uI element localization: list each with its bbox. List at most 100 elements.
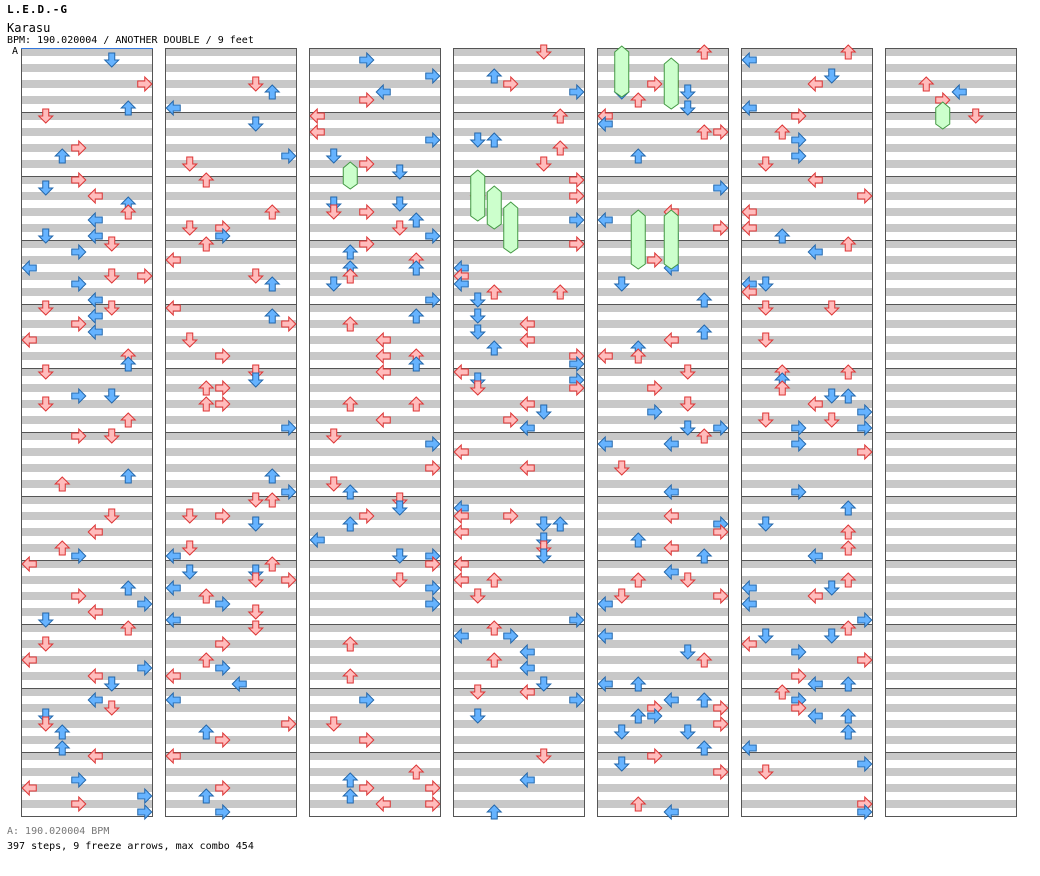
step-arrow	[215, 635, 231, 653]
step-arrow	[469, 380, 486, 396]
stripe	[309, 144, 441, 152]
step-arrow	[408, 356, 425, 372]
stripe	[21, 304, 153, 312]
stripe	[453, 144, 585, 152]
stripe	[453, 304, 585, 312]
stripe	[741, 576, 873, 584]
stripe	[21, 320, 153, 328]
stripe	[165, 64, 297, 72]
stripe	[21, 64, 153, 72]
stripe	[165, 736, 297, 744]
stripe	[165, 704, 297, 712]
step-arrow	[165, 99, 181, 117]
stripe	[597, 96, 729, 104]
stripe	[741, 48, 873, 56]
step-arrow	[663, 539, 679, 557]
step-arrow	[519, 459, 535, 477]
step-arrow	[165, 251, 181, 269]
step-arrow	[597, 627, 613, 645]
stripe	[885, 48, 1017, 56]
stripe	[597, 784, 729, 792]
step-arrow	[165, 667, 181, 685]
step-arrow	[281, 315, 297, 333]
step-arrow	[247, 268, 264, 284]
stripe	[885, 768, 1017, 776]
step-arrow	[391, 220, 408, 236]
step-arrow	[647, 747, 663, 765]
step-arrow	[791, 147, 807, 165]
stripe	[165, 288, 297, 296]
stripe	[741, 80, 873, 88]
step-arrow	[71, 243, 87, 261]
measure	[165, 752, 297, 817]
stripe	[453, 80, 585, 88]
stripe	[453, 416, 585, 424]
stripe	[597, 576, 729, 584]
stripe	[165, 480, 297, 488]
stripe	[165, 544, 297, 552]
stripe	[165, 512, 297, 520]
step-arrow	[840, 236, 857, 252]
stripe	[309, 176, 441, 184]
step-arrow	[552, 108, 569, 124]
step-arrow	[791, 435, 807, 453]
stripe	[165, 112, 297, 120]
stripe	[21, 528, 153, 536]
step-arrow	[54, 540, 71, 556]
step-arrow	[359, 203, 375, 221]
step-arrow	[247, 516, 264, 532]
step-arrow	[713, 587, 729, 605]
step-arrow	[342, 772, 359, 788]
step-arrow	[535, 44, 552, 60]
stripe	[309, 368, 441, 376]
stripe	[309, 544, 441, 552]
step-arrow	[87, 227, 103, 245]
stripe	[741, 240, 873, 248]
measure	[597, 752, 729, 817]
freeze-arrow	[935, 101, 951, 130]
stripe	[165, 384, 297, 392]
step-arrow	[774, 380, 791, 396]
stripe	[597, 672, 729, 680]
step-arrow	[264, 468, 281, 484]
step-arrow	[21, 259, 37, 277]
stripe	[21, 288, 153, 296]
step-arrow	[630, 676, 647, 692]
stripe	[165, 256, 297, 264]
stripe	[309, 160, 441, 168]
step-arrow	[696, 124, 713, 140]
stripe	[309, 480, 441, 488]
stripe	[741, 736, 873, 744]
step-arrow	[569, 235, 585, 253]
stripe	[597, 112, 729, 120]
step-arrow	[696, 740, 713, 756]
step-arrow	[503, 507, 519, 525]
measure	[885, 752, 1017, 817]
step-arrow	[71, 387, 87, 405]
stripe	[885, 752, 1017, 760]
stripe	[309, 464, 441, 472]
step-arrow	[679, 100, 696, 116]
stripe	[21, 464, 153, 472]
step-arrow	[215, 395, 231, 413]
step-arrow	[247, 572, 264, 588]
step-arrow	[807, 587, 823, 605]
step-arrow	[597, 347, 613, 365]
step-arrow	[569, 211, 585, 229]
step-arrow	[663, 691, 679, 709]
step-arrow	[663, 435, 679, 453]
step-arrow	[264, 308, 281, 324]
stripe	[309, 496, 441, 504]
stripe	[453, 272, 585, 280]
stripe	[309, 576, 441, 584]
stripe	[741, 768, 873, 776]
stripe	[741, 704, 873, 712]
step-arrow	[840, 724, 857, 740]
step-arrow	[807, 395, 823, 413]
step-arrow	[425, 555, 441, 573]
stripe	[165, 464, 297, 472]
stripe	[21, 336, 153, 344]
step-arrow	[807, 675, 823, 693]
freeze-arrow	[663, 209, 679, 270]
stripe	[885, 576, 1017, 584]
